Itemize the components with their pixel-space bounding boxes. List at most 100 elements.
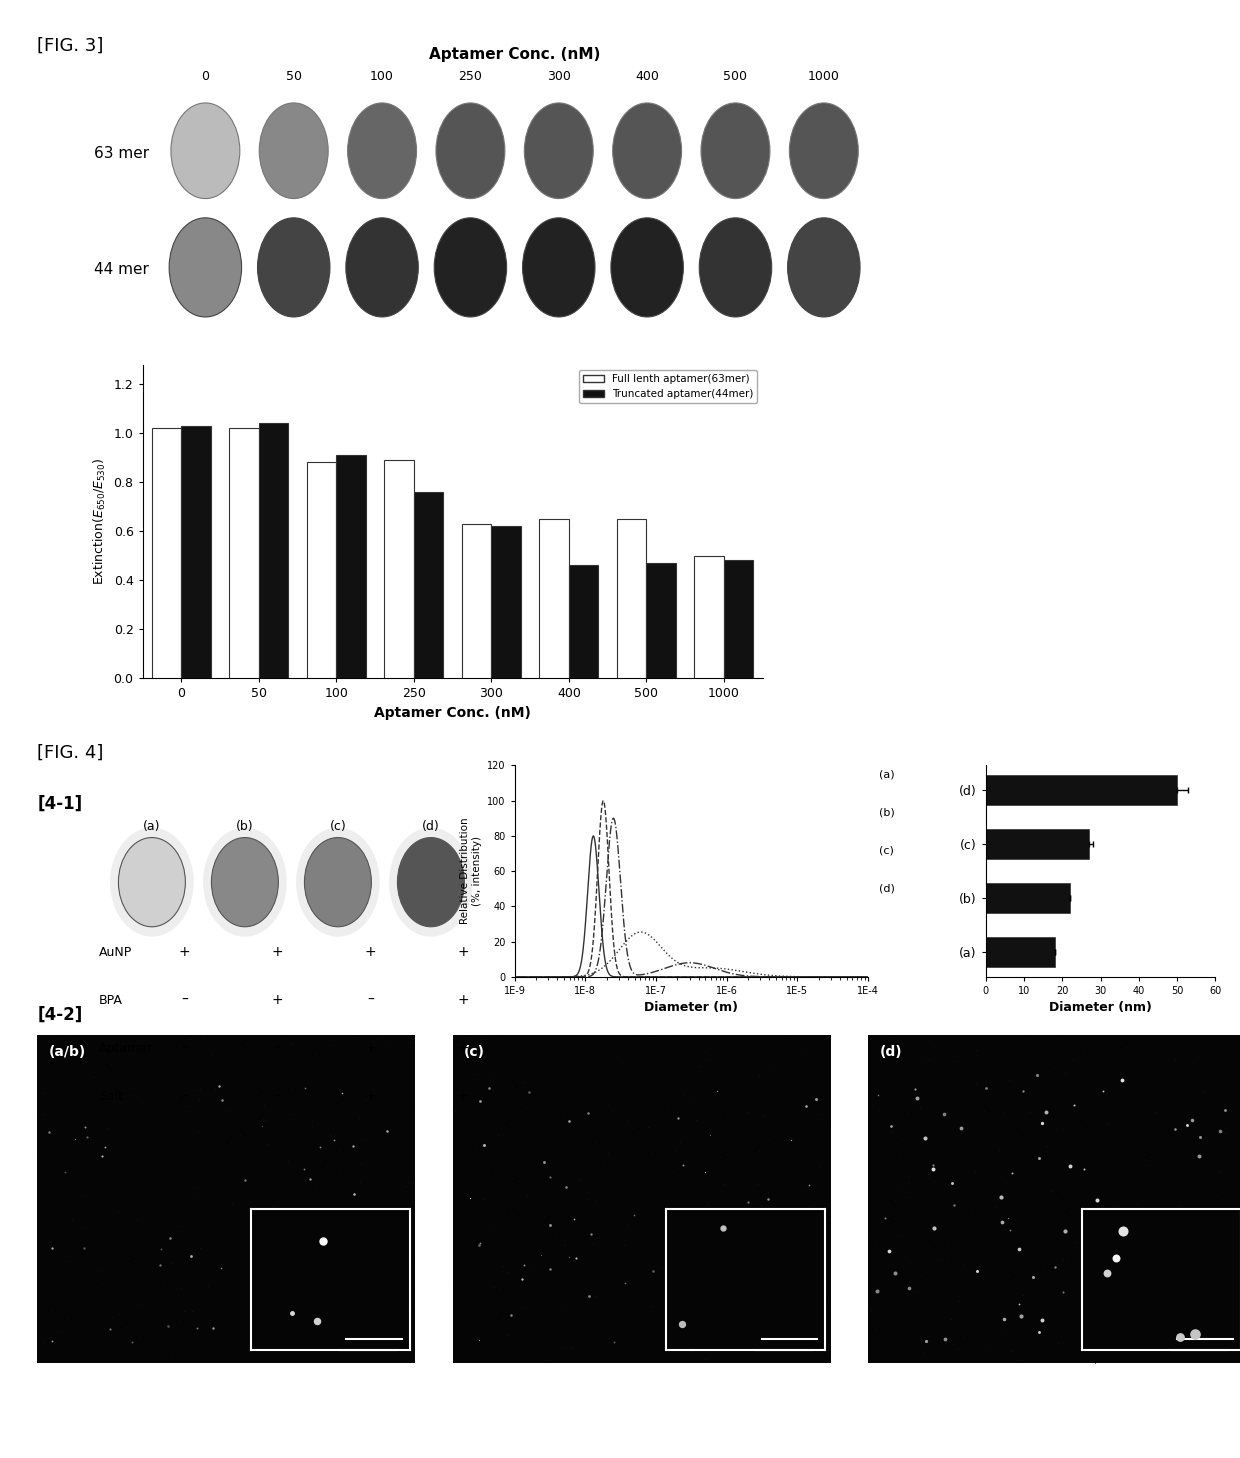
Point xyxy=(949,1284,968,1308)
Point xyxy=(805,1223,825,1247)
Point xyxy=(688,1099,708,1123)
Point xyxy=(702,1037,722,1060)
Point xyxy=(781,1128,801,1152)
Point xyxy=(443,1242,463,1266)
Point xyxy=(1209,1292,1229,1315)
Point xyxy=(665,1134,684,1158)
Point xyxy=(185,1175,205,1198)
Point xyxy=(792,1338,812,1362)
Point xyxy=(308,1238,327,1261)
Point xyxy=(1037,1134,1056,1158)
Point xyxy=(1002,1162,1022,1185)
Point xyxy=(1104,1263,1123,1286)
Point xyxy=(556,1175,575,1198)
Bar xyxy=(461,523,491,678)
Point xyxy=(76,1115,95,1139)
Point xyxy=(1099,1321,1118,1344)
Point xyxy=(1178,1328,1198,1352)
Point xyxy=(154,1270,174,1293)
Point xyxy=(1097,1111,1117,1134)
Point xyxy=(92,1145,112,1168)
Point xyxy=(455,1086,475,1110)
Point xyxy=(782,1201,802,1225)
Point xyxy=(485,1053,505,1076)
Point xyxy=(1110,1180,1130,1203)
Point xyxy=(1008,1089,1028,1112)
Point xyxy=(100,1299,120,1322)
Point xyxy=(520,1171,539,1194)
Point xyxy=(820,1041,839,1064)
Point xyxy=(564,1031,584,1054)
Point xyxy=(931,1248,951,1271)
Bar xyxy=(414,491,444,678)
Point xyxy=(899,1172,919,1196)
Point xyxy=(42,1299,62,1322)
Point xyxy=(1092,1232,1112,1255)
Point xyxy=(878,1209,898,1232)
Point xyxy=(351,1171,371,1194)
Point xyxy=(29,1102,48,1126)
Point xyxy=(1032,1308,1052,1331)
Point xyxy=(967,1258,987,1282)
Bar xyxy=(539,519,569,678)
Point xyxy=(404,1283,424,1306)
Point xyxy=(190,1077,210,1101)
Point xyxy=(444,1274,464,1298)
X-axis label: Aptamer Conc. (nM): Aptamer Conc. (nM) xyxy=(374,706,531,720)
Point xyxy=(263,1194,283,1217)
Point xyxy=(1190,1042,1210,1066)
Point xyxy=(670,1251,689,1274)
Point xyxy=(723,1241,743,1264)
Point xyxy=(356,1127,376,1150)
Point xyxy=(1203,1312,1223,1336)
Point xyxy=(1167,1261,1187,1284)
Bar xyxy=(986,830,1089,859)
Point xyxy=(185,1187,205,1210)
Point xyxy=(1127,1134,1147,1158)
Point xyxy=(534,1080,554,1104)
Point xyxy=(556,1298,575,1321)
Bar xyxy=(986,776,1177,805)
Point xyxy=(541,1258,560,1282)
Point xyxy=(1106,1118,1126,1142)
Point xyxy=(1228,1296,1240,1319)
Point xyxy=(760,1210,780,1233)
Point xyxy=(656,1200,676,1223)
Point xyxy=(746,1217,766,1241)
Point xyxy=(242,1315,262,1338)
Text: Aptamer: Aptamer xyxy=(99,1042,154,1054)
Point xyxy=(1048,1187,1068,1210)
Point xyxy=(714,1037,734,1060)
Point xyxy=(652,1172,672,1196)
Point xyxy=(98,1134,118,1158)
Point xyxy=(466,1134,486,1158)
Point xyxy=(548,1327,568,1350)
Point xyxy=(1161,1261,1180,1284)
Point xyxy=(139,1147,159,1171)
Bar xyxy=(986,937,1055,967)
Ellipse shape xyxy=(389,828,472,936)
Point xyxy=(207,1166,227,1190)
Point xyxy=(997,1076,1017,1099)
Point xyxy=(598,1142,618,1165)
Point xyxy=(472,1274,492,1298)
Point xyxy=(482,1089,502,1112)
Point xyxy=(618,1166,637,1190)
Point xyxy=(188,1175,208,1198)
Point xyxy=(518,1050,538,1073)
Point xyxy=(1075,1184,1095,1207)
Point xyxy=(673,1153,693,1177)
Point xyxy=(1096,1198,1116,1222)
Point xyxy=(937,1331,957,1354)
Point xyxy=(929,1317,949,1340)
Point xyxy=(219,1306,239,1330)
Point xyxy=(203,1317,223,1340)
Point xyxy=(874,1207,894,1231)
Point xyxy=(355,1242,374,1266)
Text: +: + xyxy=(179,945,190,959)
Point xyxy=(283,1233,303,1257)
Point xyxy=(87,1182,107,1206)
Point xyxy=(1002,1340,1022,1363)
Point xyxy=(863,1336,883,1359)
Point xyxy=(1075,1059,1095,1082)
